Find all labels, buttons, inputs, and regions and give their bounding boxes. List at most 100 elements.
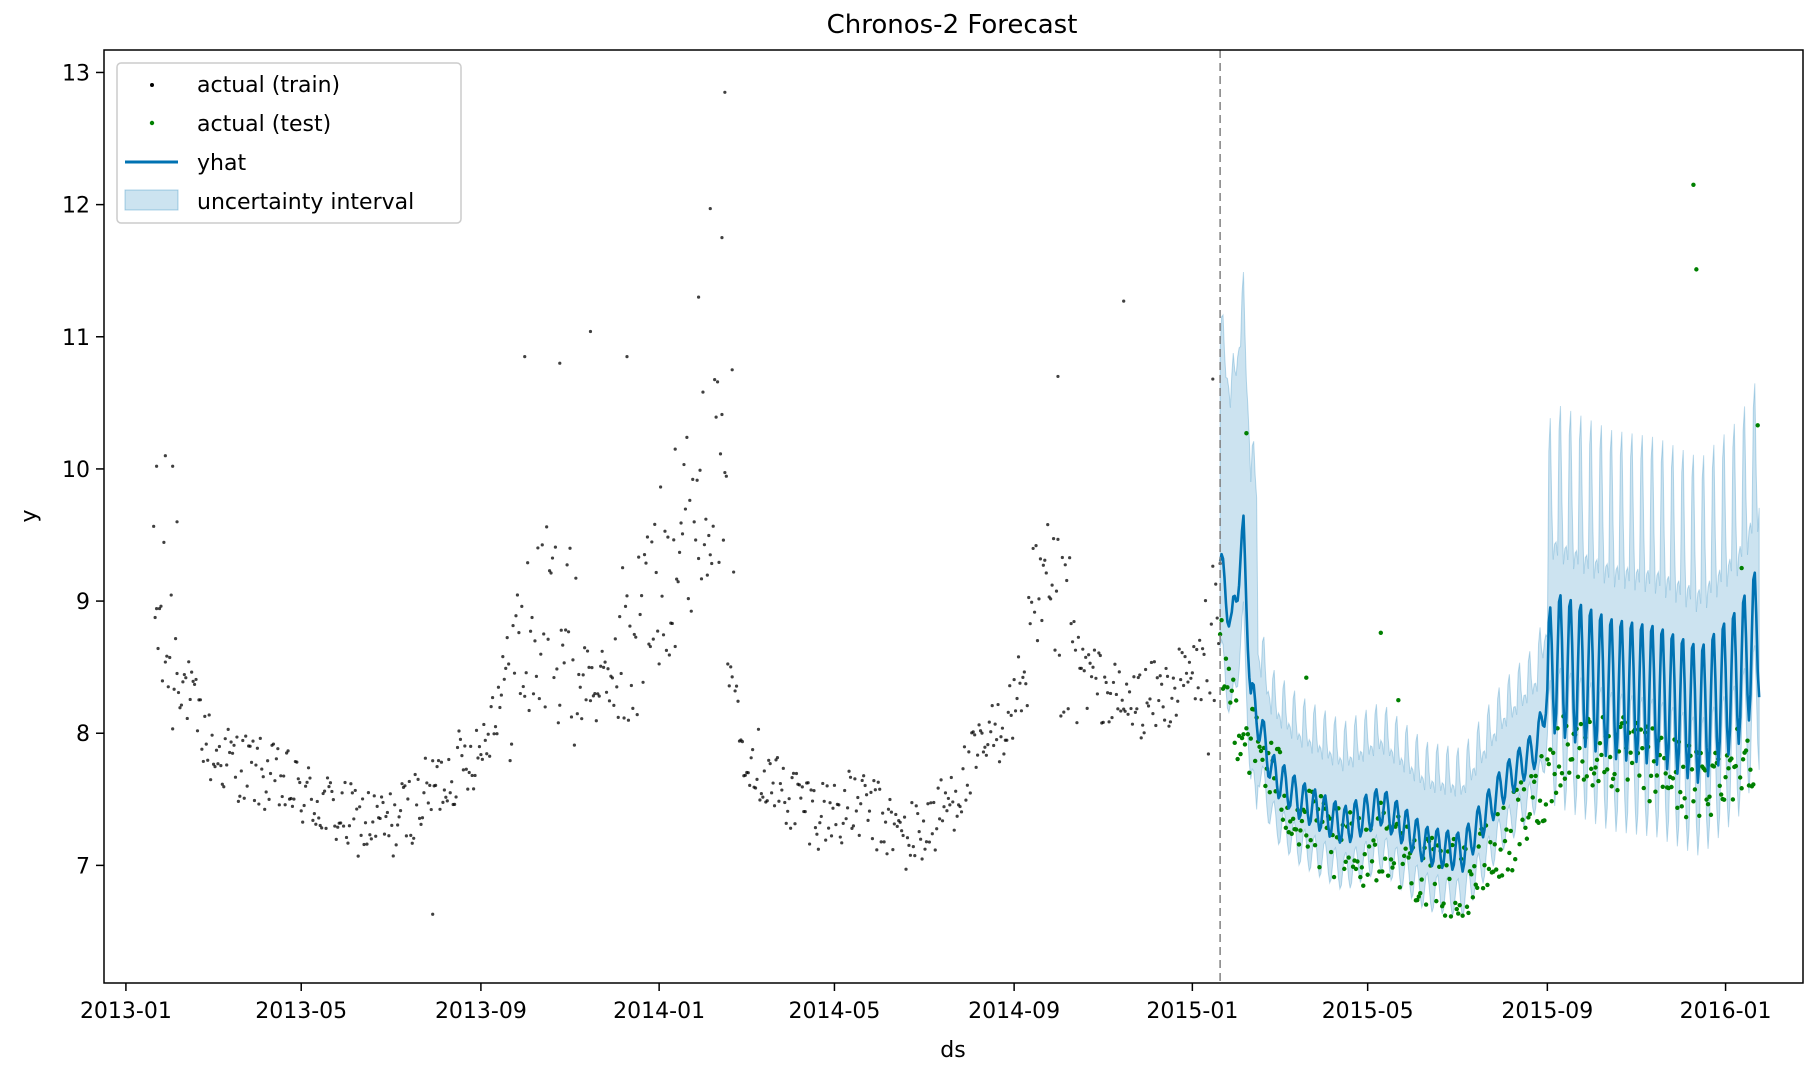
test-point — [1277, 749, 1283, 755]
train-point — [843, 788, 847, 793]
test-point — [1612, 771, 1617, 777]
train-point — [412, 836, 416, 840]
train-point — [1117, 670, 1121, 674]
test-point — [1217, 632, 1223, 637]
train-point — [454, 795, 458, 799]
train-point — [356, 854, 360, 858]
train-point — [511, 623, 515, 628]
train-point — [995, 737, 999, 742]
train-point — [715, 380, 720, 384]
train-point — [1180, 650, 1184, 655]
test-point — [1543, 802, 1549, 807]
y-tick-label: 13 — [62, 61, 90, 86]
train-point — [235, 735, 239, 739]
train-point — [1031, 546, 1035, 551]
train-point — [482, 722, 486, 727]
train-point — [1027, 595, 1031, 600]
train-point — [667, 653, 671, 657]
train-point — [755, 777, 759, 781]
test-point — [1737, 775, 1743, 780]
train-point — [791, 771, 796, 775]
train-point — [372, 794, 376, 798]
train-point — [422, 791, 426, 795]
test-point — [1279, 807, 1284, 812]
x-tick-label: 2013-05 — [255, 999, 347, 1024]
train-point — [859, 802, 863, 806]
train-point — [1032, 610, 1037, 614]
test-point — [1669, 784, 1674, 790]
train-point — [1176, 699, 1180, 703]
train-point — [343, 780, 347, 785]
train-point — [664, 648, 669, 652]
train-point — [1209, 622, 1213, 626]
y-tick-label: 12 — [62, 194, 90, 219]
train-point — [623, 604, 628, 608]
train-point — [355, 807, 359, 811]
train-point — [1173, 686, 1177, 690]
train-point — [1070, 640, 1075, 644]
train-point — [1136, 675, 1140, 680]
train-point — [207, 713, 211, 717]
train-point — [946, 796, 950, 801]
train-point — [165, 654, 169, 658]
train-point — [778, 781, 782, 786]
train-point — [1015, 696, 1019, 701]
test-point — [1378, 630, 1384, 635]
train-point — [997, 760, 1002, 764]
train-point — [245, 784, 249, 788]
train-point — [875, 848, 879, 852]
train-point — [641, 680, 645, 684]
y-axis-ticks: 7 8 9 10 11 12 13 — [62, 61, 104, 879]
train-point — [740, 740, 745, 744]
test-point — [1550, 750, 1556, 755]
test-point — [1553, 790, 1559, 795]
train-point — [932, 800, 936, 805]
train-point — [686, 597, 690, 601]
test-point — [1682, 796, 1687, 801]
test-point — [1678, 789, 1683, 795]
train-point — [578, 685, 582, 689]
test-point — [1549, 798, 1554, 804]
train-point — [612, 703, 616, 707]
test-point — [1434, 898, 1439, 904]
train-point — [520, 604, 524, 609]
train-point — [298, 780, 302, 785]
train-point — [1114, 692, 1118, 697]
train-point — [407, 779, 411, 784]
train-point — [992, 743, 996, 748]
train-point — [808, 842, 812, 846]
train-point — [476, 756, 480, 760]
train-point — [188, 697, 192, 702]
train-point — [952, 828, 956, 832]
train-point — [1054, 589, 1059, 593]
train-point — [921, 819, 926, 823]
chart-title: Chronos-2 Forecast — [827, 10, 1078, 40]
train-point — [619, 671, 623, 676]
train-point — [882, 840, 886, 844]
train-point — [746, 771, 750, 775]
train-point — [797, 783, 801, 787]
train-point — [765, 799, 769, 803]
train-point — [977, 723, 981, 727]
train-point — [442, 788, 446, 792]
test-point — [1245, 731, 1251, 737]
train-point — [910, 801, 914, 805]
train-point — [948, 803, 952, 807]
legend-frame — [116, 62, 462, 224]
train-point — [828, 801, 832, 805]
train-point — [844, 817, 848, 821]
test-point — [1691, 182, 1696, 187]
train-point — [179, 703, 184, 707]
train-point — [463, 744, 467, 748]
train-point — [767, 758, 771, 762]
train-point — [302, 803, 306, 808]
test-point — [1257, 744, 1262, 750]
train-point — [1132, 675, 1136, 679]
train-point — [580, 717, 584, 721]
train-point — [673, 447, 677, 451]
train-point — [815, 832, 819, 836]
train-point — [695, 478, 699, 482]
train-point — [720, 236, 724, 240]
train-point — [730, 368, 734, 372]
